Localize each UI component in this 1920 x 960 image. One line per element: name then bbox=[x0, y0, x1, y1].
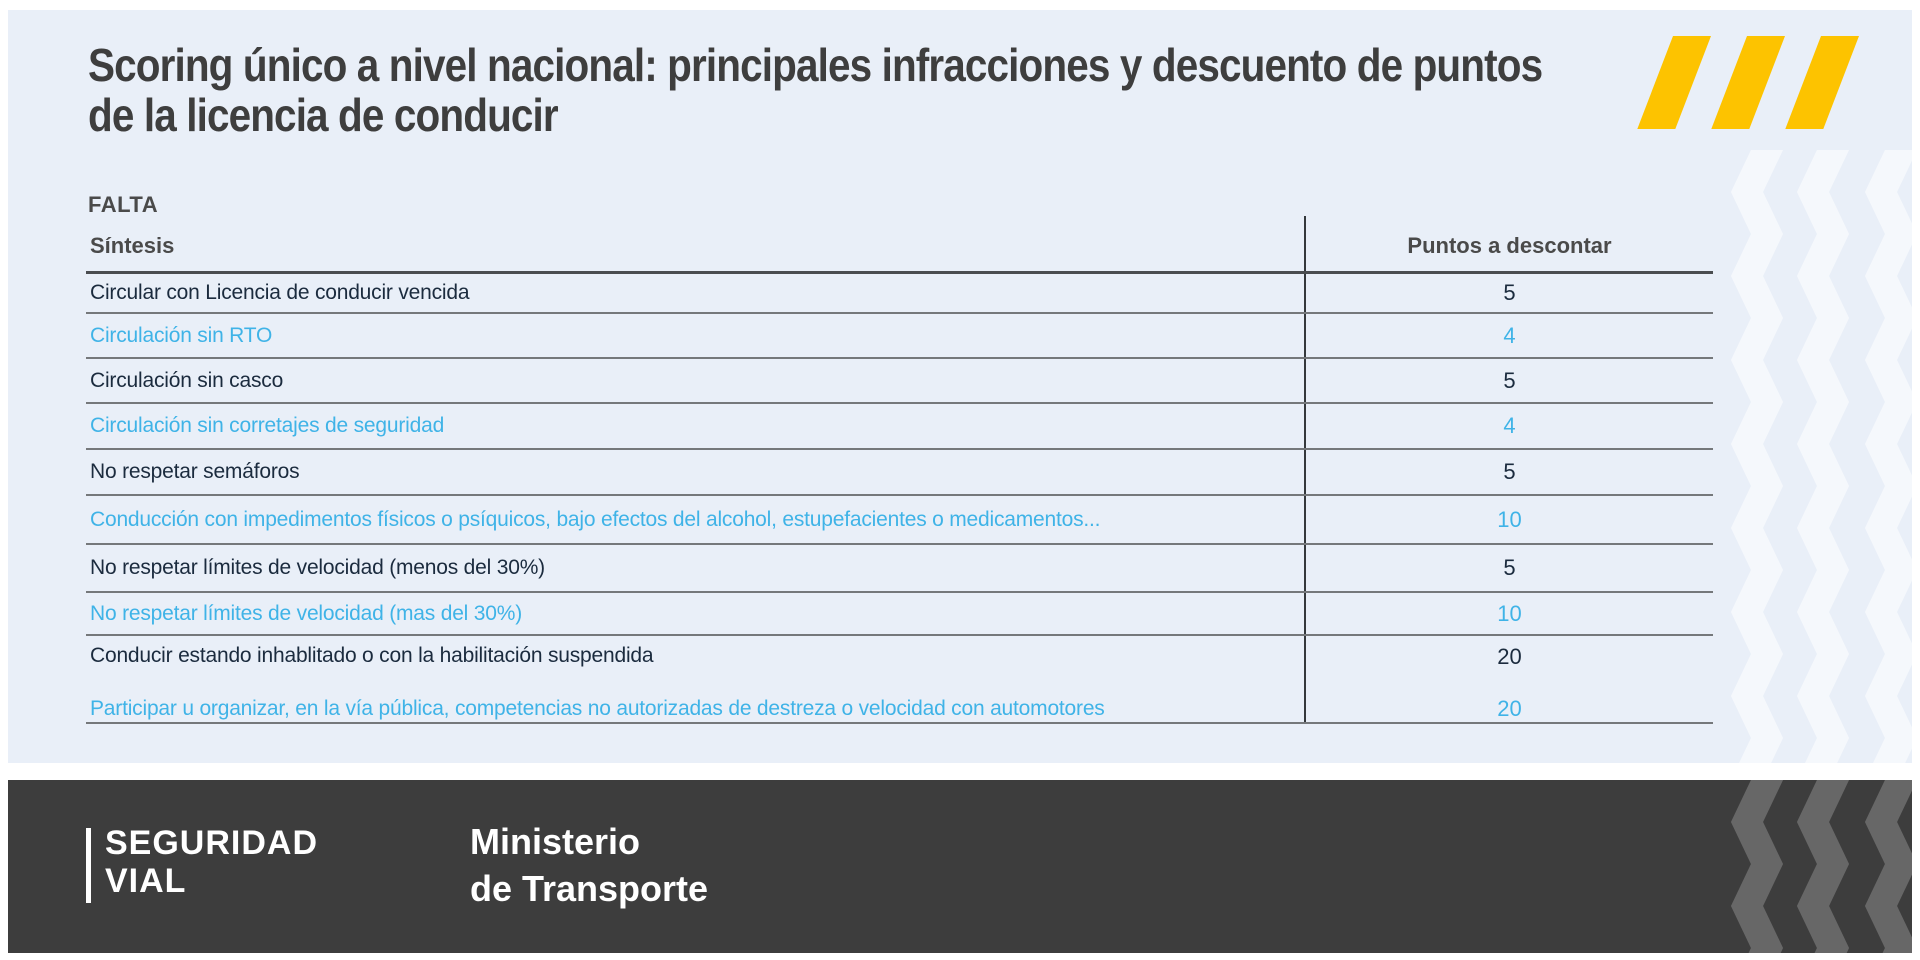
ministry-line2: de Transporte bbox=[470, 868, 709, 909]
table-row: Participar u organizar, en la vía públic… bbox=[86, 696, 1713, 724]
table-row: No respetar límites de velocidad (mas de… bbox=[86, 593, 1713, 636]
ministry-line1: Ministerio bbox=[470, 821, 641, 862]
table-row: No respetar límites de velocidad (menos … bbox=[86, 545, 1713, 593]
points-value: 5 bbox=[1304, 274, 1713, 312]
infraction-label: Circulación sin corretajes de seguridad bbox=[90, 414, 445, 437]
infraction-label: Circular con Licencia de conducir vencid… bbox=[90, 281, 470, 304]
infraction-label: Conducir estando inhablitado o con la ha… bbox=[90, 644, 654, 667]
column-header-points: Puntos a descontar bbox=[1304, 216, 1713, 271]
points-value: 10 bbox=[1304, 593, 1713, 634]
slash-icon bbox=[1637, 36, 1711, 129]
brand-line1: SEGURIDAD bbox=[105, 824, 319, 862]
page-title-line2: de la licencia de conducir bbox=[88, 89, 559, 141]
brand-divider-bar bbox=[86, 828, 91, 903]
table-row: No respetar semáforos 5 bbox=[86, 450, 1713, 496]
infraction-label: No respetar semáforos bbox=[90, 460, 300, 483]
table-row: Circular con Licencia de conducir vencid… bbox=[86, 274, 1713, 314]
infraction-label: No respetar límites de velocidad (menos … bbox=[90, 556, 545, 579]
infractions-table: Síntesis Puntos a descontar Circular con… bbox=[86, 216, 1713, 724]
points-value: 5 bbox=[1304, 450, 1713, 494]
brand-slashes-icon bbox=[1637, 36, 1912, 129]
table-header-row: Síntesis Puntos a descontar bbox=[86, 216, 1713, 274]
infraction-label: No respetar límites de velocidad (mas de… bbox=[90, 601, 522, 625]
points-value: 20 bbox=[1304, 696, 1713, 722]
points-value: 4 bbox=[1304, 314, 1713, 357]
page-title: Scoring único a nivel nacional: principa… bbox=[88, 40, 1584, 140]
table-row: Circulación sin RTO 4 bbox=[86, 314, 1713, 359]
brand-line2: VIAL bbox=[105, 862, 187, 900]
zigzag-decoration-dark bbox=[1730, 780, 1912, 953]
points-value: 5 bbox=[1304, 359, 1713, 402]
table-group-label: FALTA bbox=[88, 192, 159, 217]
zigzag-decoration-blue bbox=[1730, 150, 1912, 763]
table-row: Conducción con impedimentos físicos o ps… bbox=[86, 496, 1713, 545]
page-title-line1: Scoring único a nivel nacional: principa… bbox=[88, 39, 1543, 91]
ministry-logo: Ministerio de Transporte bbox=[470, 818, 708, 912]
points-value: 10 bbox=[1304, 496, 1713, 543]
slash-icon bbox=[1711, 36, 1785, 129]
infraction-label: Circulación sin casco bbox=[90, 368, 284, 392]
points-value: 20 bbox=[1304, 636, 1713, 696]
points-value: 5 bbox=[1304, 545, 1713, 591]
infraction-label: Circulación sin RTO bbox=[90, 323, 273, 347]
points-value: 4 bbox=[1304, 404, 1713, 448]
infraction-label: Participar u organizar, en la vía públic… bbox=[90, 697, 1105, 720]
infraction-label: Conducción con impedimentos físicos o ps… bbox=[90, 507, 1101, 531]
seguridad-vial-logo: SEGURIDAD VIAL bbox=[105, 824, 318, 900]
column-header-synthesis: Síntesis bbox=[90, 233, 175, 258]
table-row: Circulación sin corretajes de seguridad … bbox=[86, 404, 1713, 450]
slash-icon bbox=[1785, 36, 1859, 129]
main-panel: Scoring único a nivel nacional: principa… bbox=[8, 10, 1912, 763]
table-row: Circulación sin casco 5 bbox=[86, 359, 1713, 404]
table-row: Conducir estando inhablitado o con la ha… bbox=[86, 636, 1713, 696]
footer-band: SEGURIDAD VIAL Ministerio de Transporte bbox=[8, 780, 1912, 953]
